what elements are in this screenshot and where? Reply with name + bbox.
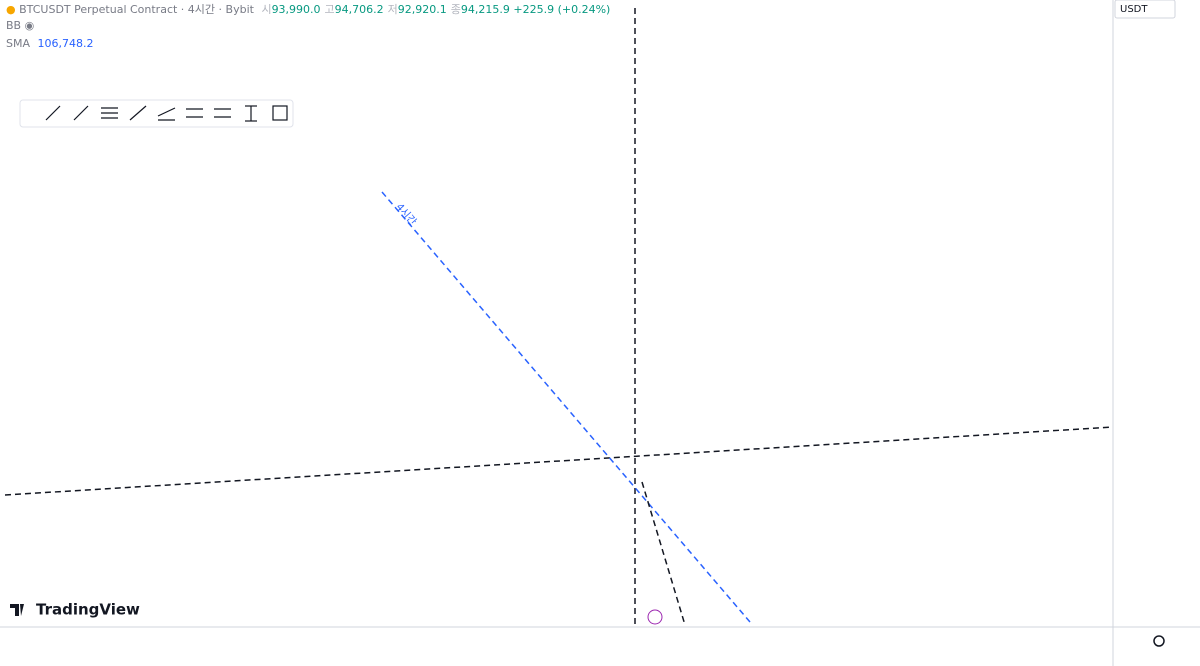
ohlc-value: 93,990.0: [271, 3, 321, 16]
ohlc-value: 92,920.1: [397, 3, 447, 16]
legend-row: SMA 106,748.2: [6, 37, 93, 50]
ohlc-prefix: 시: [261, 3, 272, 16]
ohlc-prefix: 저: [387, 3, 398, 16]
change: +225.9 (+0.24%): [513, 3, 611, 16]
settings-icon[interactable]: [1153, 635, 1165, 647]
trend-line[interactable]: [641, 481, 686, 626]
ohlc-prefix: 종: [450, 3, 461, 16]
legend-row: ● BTCUSDT Perpetual Contract · 4시간 · Byb…: [6, 3, 611, 16]
symbol: BTCUSDT Perpetual Contract · 4시간 · Bybit: [19, 3, 254, 16]
trend-line[interactable]: [4, 426, 1114, 496]
time-axis-bg: [0, 627, 1200, 666]
ohlc-value: 94,215.9: [460, 3, 510, 16]
event-icon[interactable]: [647, 609, 663, 625]
ohlc-prefix: 고: [324, 3, 335, 16]
watermark: TradingView: [36, 601, 140, 619]
legend-row: BB ◉: [6, 19, 35, 32]
price-axis-bg: [1113, 0, 1200, 666]
ohlc: 시93,990.0 고94,706.2 저92,920.1 종94,215.9: [257, 3, 509, 16]
currency-box[interactable]: [1114, 0, 1176, 19]
trend-line[interactable]: [381, 191, 751, 623]
drawing-toolbar: [19, 99, 294, 128]
currency: USDT: [1120, 4, 1148, 15]
toolbar-icons[interactable]: [45, 105, 288, 122]
drawings: [4, 8, 1114, 627]
logo-icon: [10, 604, 24, 616]
indicator-value: 106,748.2: [37, 37, 94, 50]
ohlc-value: 94,706.2: [334, 3, 384, 16]
indicator-name[interactable]: BB: [6, 19, 22, 32]
indicator-name[interactable]: SMA: [6, 37, 30, 50]
